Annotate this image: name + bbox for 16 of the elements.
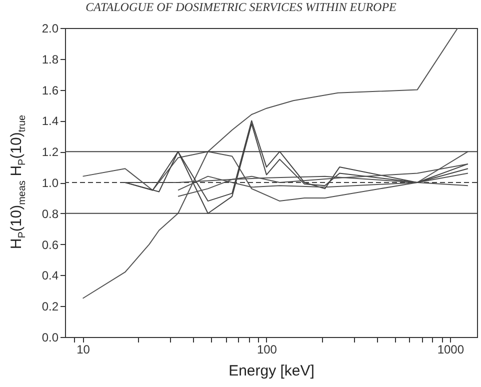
x-axis-title: Energy [keV] bbox=[228, 362, 314, 380]
y-tick-label: 0.4 bbox=[42, 268, 59, 283]
y-tick-label: 1.2 bbox=[42, 145, 59, 160]
y-tick-label: 1.4 bbox=[42, 114, 59, 128]
x-tick-label: 1000 bbox=[437, 342, 464, 356]
x-tick-label: 10 bbox=[76, 342, 90, 356]
y-tick-label: 1.0 bbox=[42, 176, 59, 190]
y-tick-label: 1.8 bbox=[42, 52, 59, 66]
y-tick-label: 0.0 bbox=[42, 330, 59, 344]
y-tick-label: 0.6 bbox=[42, 238, 59, 252]
y-tick-label: 2.0 bbox=[42, 22, 59, 36]
y-tick-label: 0.2 bbox=[42, 300, 59, 314]
y-tick-label: 0.8 bbox=[42, 206, 59, 221]
x-tick-label: 100 bbox=[256, 342, 278, 356]
chart-title: CATALOGUE OF DOSIMETRIC SERVICES WITHIN EUROPE bbox=[86, 0, 398, 14]
y-tick-label: 1.6 bbox=[42, 83, 59, 98]
